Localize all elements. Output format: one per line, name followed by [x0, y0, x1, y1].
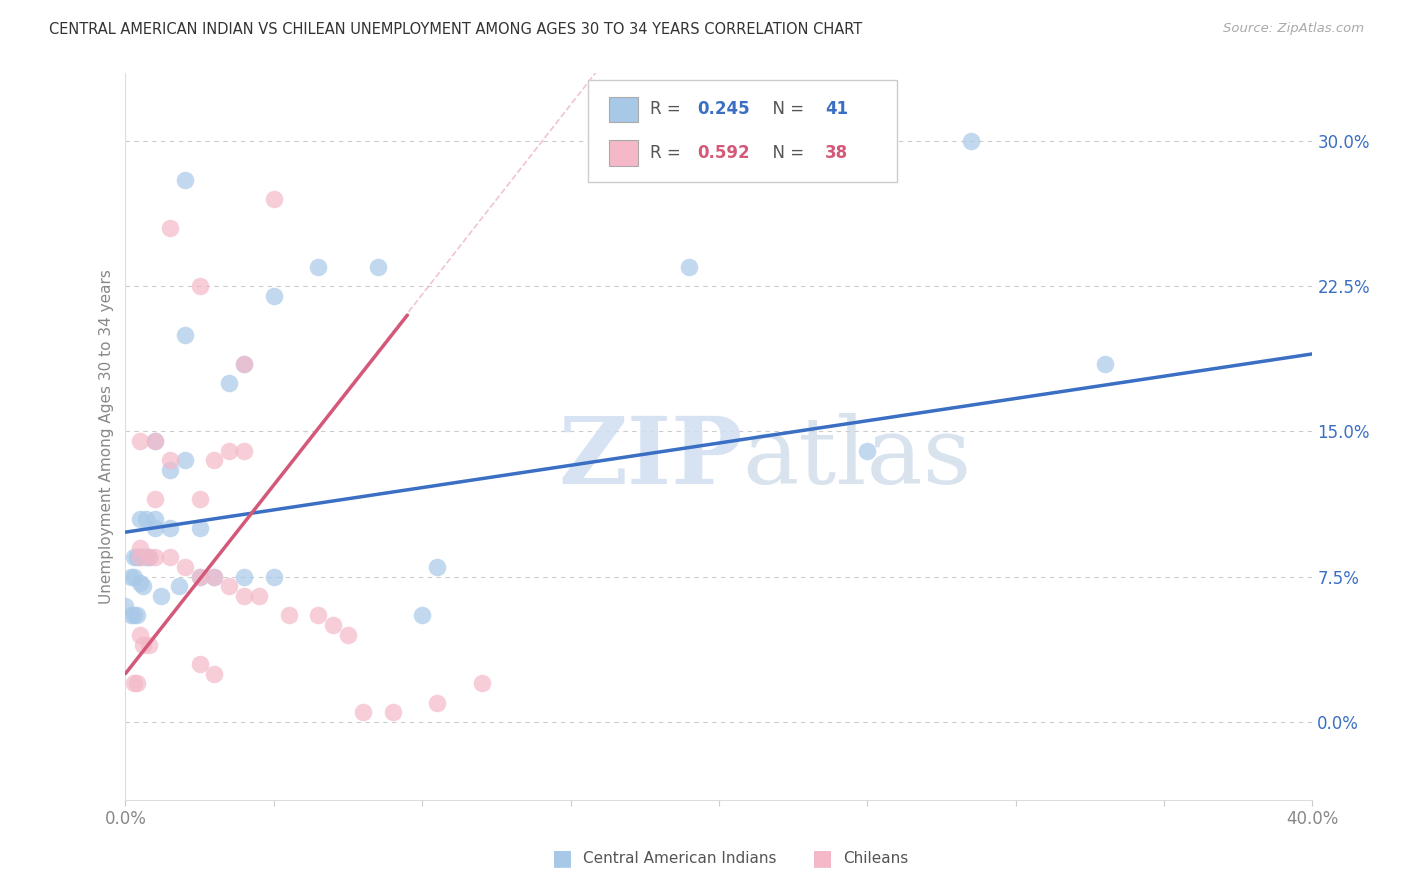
Point: [138, 550, 160, 565]
Point: [233, 357, 256, 371]
Point: [159, 463, 181, 477]
Text: Source: ZipAtlas.com: Source: ZipAtlas.com: [1223, 22, 1364, 36]
Text: 38: 38: [825, 144, 848, 162]
Point: [124, 550, 146, 565]
Point: [143, 434, 166, 449]
Text: ZIP: ZIP: [558, 413, 742, 503]
Point: [159, 453, 181, 467]
Point: [129, 434, 152, 449]
Point: [150, 589, 173, 603]
Point: [159, 550, 181, 565]
Point: [143, 521, 166, 535]
Point: [159, 521, 181, 535]
Text: CENTRAL AMERICAN INDIAN VS CHILEAN UNEMPLOYMENT AMONG AGES 30 TO 34 YEARS CORREL: CENTRAL AMERICAN INDIAN VS CHILEAN UNEMP…: [49, 22, 862, 37]
Point: [233, 443, 256, 458]
Point: [124, 676, 146, 690]
Text: R =: R =: [650, 100, 686, 119]
Point: [218, 579, 240, 593]
Point: [127, 550, 149, 565]
Text: Central American Indians: Central American Indians: [583, 851, 778, 865]
Point: [135, 550, 157, 565]
Text: 0.592: 0.592: [697, 144, 749, 162]
Point: [129, 575, 152, 590]
Text: N =: N =: [762, 100, 810, 119]
Point: [129, 541, 152, 555]
Point: [960, 134, 983, 148]
Point: [233, 589, 256, 603]
Point: [114, 599, 136, 613]
Point: [218, 376, 240, 390]
Text: ■: ■: [553, 848, 572, 868]
Point: [411, 608, 433, 623]
Point: [204, 570, 226, 584]
Point: [127, 676, 149, 690]
Point: [132, 638, 155, 652]
Text: R =: R =: [650, 144, 686, 162]
Text: 41: 41: [825, 100, 848, 119]
Point: [129, 511, 152, 525]
Point: [247, 589, 270, 603]
Point: [173, 327, 195, 342]
Point: [204, 570, 226, 584]
Point: [173, 172, 195, 186]
FancyBboxPatch shape: [588, 80, 897, 182]
Point: [381, 706, 404, 720]
Point: [120, 608, 142, 623]
Point: [322, 618, 344, 632]
Point: [204, 666, 226, 681]
Point: [233, 357, 256, 371]
Point: [127, 608, 149, 623]
Text: ■: ■: [813, 848, 832, 868]
Point: [218, 443, 240, 458]
Text: 0.245: 0.245: [697, 100, 749, 119]
Point: [159, 221, 181, 235]
Point: [188, 570, 211, 584]
Point: [173, 560, 195, 574]
Text: atlas: atlas: [742, 413, 972, 503]
Point: [204, 453, 226, 467]
Point: [307, 260, 329, 274]
Point: [352, 706, 374, 720]
Point: [307, 608, 329, 623]
Point: [135, 511, 157, 525]
Point: [132, 579, 155, 593]
Point: [1094, 357, 1116, 371]
Point: [188, 657, 211, 671]
Point: [188, 521, 211, 535]
Point: [124, 608, 146, 623]
Point: [188, 492, 211, 507]
Point: [129, 628, 152, 642]
Point: [143, 550, 166, 565]
Point: [167, 579, 190, 593]
Point: [129, 550, 152, 565]
Point: [120, 570, 142, 584]
Y-axis label: Unemployment Among Ages 30 to 34 years: Unemployment Among Ages 30 to 34 years: [100, 268, 114, 604]
Point: [188, 279, 211, 293]
Point: [263, 289, 285, 303]
Point: [337, 628, 360, 642]
Point: [173, 453, 195, 467]
Point: [138, 550, 160, 565]
Point: [426, 696, 449, 710]
Point: [124, 570, 146, 584]
Point: [233, 570, 256, 584]
Point: [426, 560, 449, 574]
FancyBboxPatch shape: [609, 140, 638, 166]
FancyBboxPatch shape: [609, 96, 638, 122]
Point: [856, 443, 879, 458]
Point: [129, 550, 152, 565]
Point: [367, 260, 389, 274]
Point: [263, 570, 285, 584]
Point: [263, 192, 285, 206]
Point: [143, 434, 166, 449]
Point: [143, 511, 166, 525]
Point: [188, 570, 211, 584]
Text: Chileans: Chileans: [844, 851, 908, 865]
Text: N =: N =: [762, 144, 810, 162]
Point: [678, 260, 700, 274]
Point: [143, 492, 166, 507]
Point: [138, 638, 160, 652]
Point: [277, 608, 299, 623]
Point: [471, 676, 494, 690]
